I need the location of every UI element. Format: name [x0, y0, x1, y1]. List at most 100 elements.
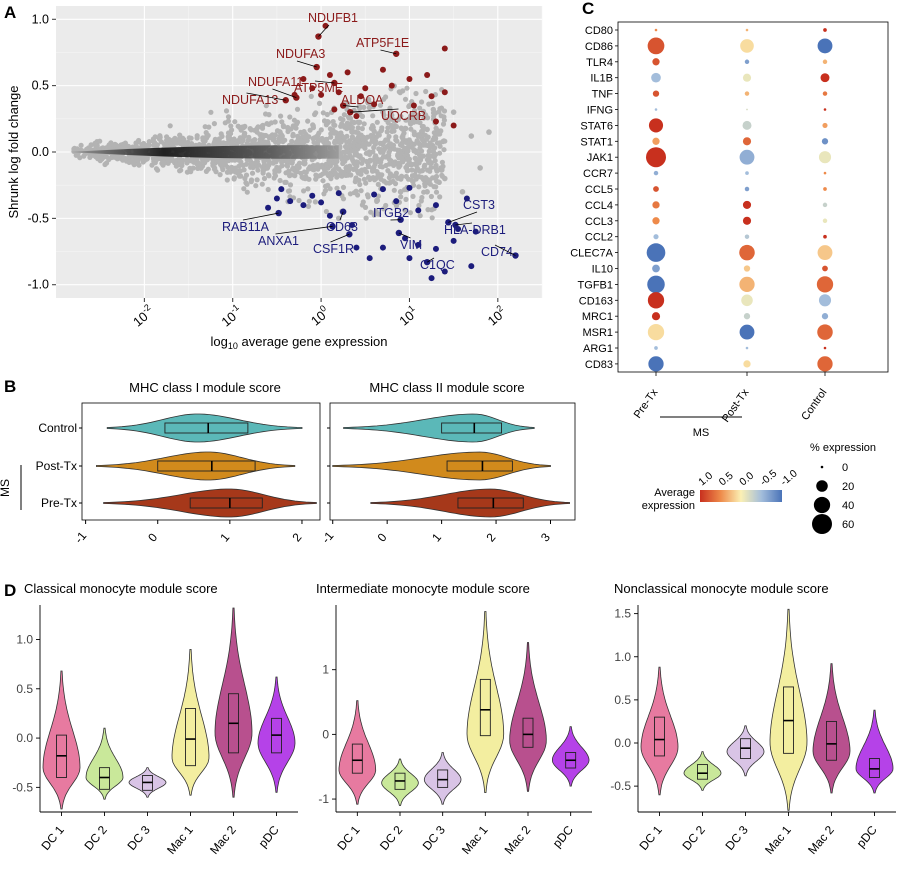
- gene-label: ARG1: [583, 343, 613, 355]
- gene-point: [203, 168, 209, 174]
- category-label: Mac 2: [207, 823, 239, 857]
- gene-point: [184, 140, 190, 146]
- gene-point: [375, 181, 381, 187]
- gene-point: [237, 168, 244, 174]
- gene-point: [338, 116, 344, 122]
- x-tick-label: 1: [429, 530, 444, 544]
- color-tick-label: 0.0: [737, 470, 756, 489]
- gene-point: [405, 155, 411, 161]
- gene-point: [225, 114, 232, 120]
- gene-point: [88, 142, 94, 148]
- gene-point: [348, 172, 354, 178]
- gene-point: [429, 100, 435, 106]
- gene-point: [266, 173, 272, 179]
- gene-point: [327, 160, 333, 166]
- gene-point: [366, 174, 372, 180]
- expression-dot: [739, 149, 755, 165]
- x-tick-label: -1: [72, 529, 90, 546]
- gene-point: [361, 141, 368, 147]
- gene-point: [424, 189, 430, 195]
- gene-point: [320, 178, 326, 184]
- gene-point: [306, 134, 312, 140]
- gene-point: [349, 156, 355, 162]
- gene-point: [173, 163, 179, 169]
- gene-label: MSR1: [582, 327, 613, 339]
- gene-point: [313, 176, 319, 182]
- gene-point: [313, 110, 319, 116]
- expression-dot: [744, 91, 750, 96]
- gene-point: [290, 166, 296, 172]
- expression-dot: [820, 73, 830, 83]
- gene-point: [212, 139, 218, 145]
- gene-point: [287, 114, 293, 120]
- expression-dot: [821, 313, 829, 320]
- gene-point: [328, 131, 334, 137]
- upregulated-gene: [450, 122, 457, 129]
- expression-dot: [647, 275, 665, 294]
- gene-point: [340, 196, 347, 202]
- gene-point: [201, 157, 207, 164]
- violin-dc-2: [85, 727, 124, 800]
- upregulated-gene: [362, 85, 369, 92]
- expression-dot: [654, 346, 658, 350]
- gene-point: [346, 115, 352, 121]
- downregulated-gene: [450, 237, 457, 244]
- expression-dot: [822, 218, 828, 224]
- gene-label: NDUFA11: [248, 75, 303, 89]
- y-tick-label: 1: [322, 663, 329, 677]
- color-legend-title-line1: Average: [654, 487, 695, 499]
- group-label: Pre-Tx: [632, 386, 661, 420]
- expression-dot: [742, 200, 752, 209]
- gene-point: [226, 134, 232, 140]
- gene-label: JAK1: [587, 152, 613, 164]
- gene-point: [421, 142, 427, 148]
- gene-point: [114, 156, 120, 162]
- expression-dot: [822, 202, 828, 208]
- gene-point: [428, 193, 434, 200]
- box: [164, 422, 249, 434]
- gene-point: [249, 170, 256, 176]
- upregulated-gene: [318, 91, 325, 98]
- gene-point: [145, 142, 151, 148]
- upregulated-gene: [432, 118, 439, 125]
- condition-label: Post-Tx: [36, 459, 77, 473]
- gene-point: [377, 174, 383, 180]
- gene-point: [436, 109, 442, 115]
- gene-point: [208, 109, 214, 115]
- downregulated-gene: [335, 190, 342, 197]
- gene-point: [169, 157, 175, 163]
- gene-point: [351, 119, 357, 126]
- density-ridge: [69, 145, 339, 159]
- gene-point: [237, 138, 243, 145]
- label-connector: [330, 233, 350, 243]
- gene-point: [353, 150, 359, 156]
- gene-point: [197, 161, 203, 167]
- gene-point: [275, 139, 281, 145]
- y-tick-label: -0.5: [27, 211, 49, 225]
- gene-point: [411, 148, 417, 154]
- upregulated-gene: [428, 93, 435, 100]
- gene-point: [419, 128, 426, 134]
- gene-point: [369, 166, 376, 172]
- intermediate-title: Intermediate monocyte module score: [316, 581, 530, 596]
- violin-dc-1: [640, 666, 679, 796]
- y-tick-label: 0.0: [614, 736, 631, 750]
- gene-point: [360, 157, 366, 163]
- gene-point: [441, 147, 447, 153]
- gene-point: [370, 136, 376, 142]
- gene-point: [349, 135, 355, 141]
- gene-point: [441, 114, 447, 120]
- gene-point: [379, 125, 385, 131]
- upregulated-gene: [388, 82, 395, 89]
- gene-point: [416, 174, 422, 180]
- gene-point: [424, 126, 430, 133]
- category-label: DC 3: [420, 823, 449, 853]
- label-connector: [296, 60, 317, 68]
- gene-point: [260, 170, 266, 176]
- gene-point: [248, 179, 254, 185]
- upregulated-gene-labeled: [331, 79, 338, 87]
- gene-point: [342, 154, 348, 160]
- gene-point: [224, 177, 230, 183]
- gene-point: [366, 105, 372, 111]
- gene-point: [392, 181, 399, 187]
